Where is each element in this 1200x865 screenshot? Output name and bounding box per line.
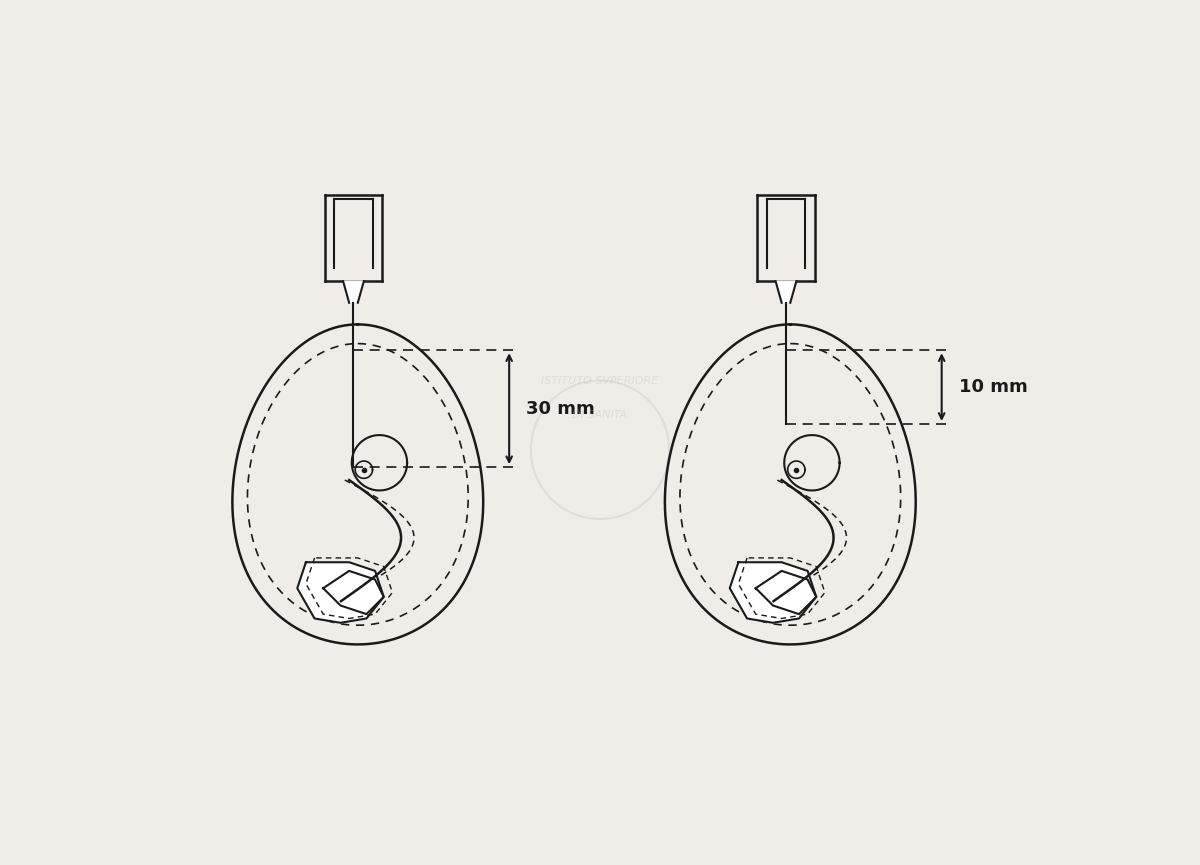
Polygon shape [775,281,797,303]
Text: ISTITUTO SVPERIORE: ISTITUTO SVPERIORE [541,375,659,386]
Polygon shape [730,562,816,623]
Polygon shape [343,281,364,303]
Text: 10 mm: 10 mm [959,378,1027,396]
Text: DI SANITÀ: DI SANITÀ [572,410,628,420]
Polygon shape [298,562,384,623]
Text: 30 mm: 30 mm [527,400,595,418]
